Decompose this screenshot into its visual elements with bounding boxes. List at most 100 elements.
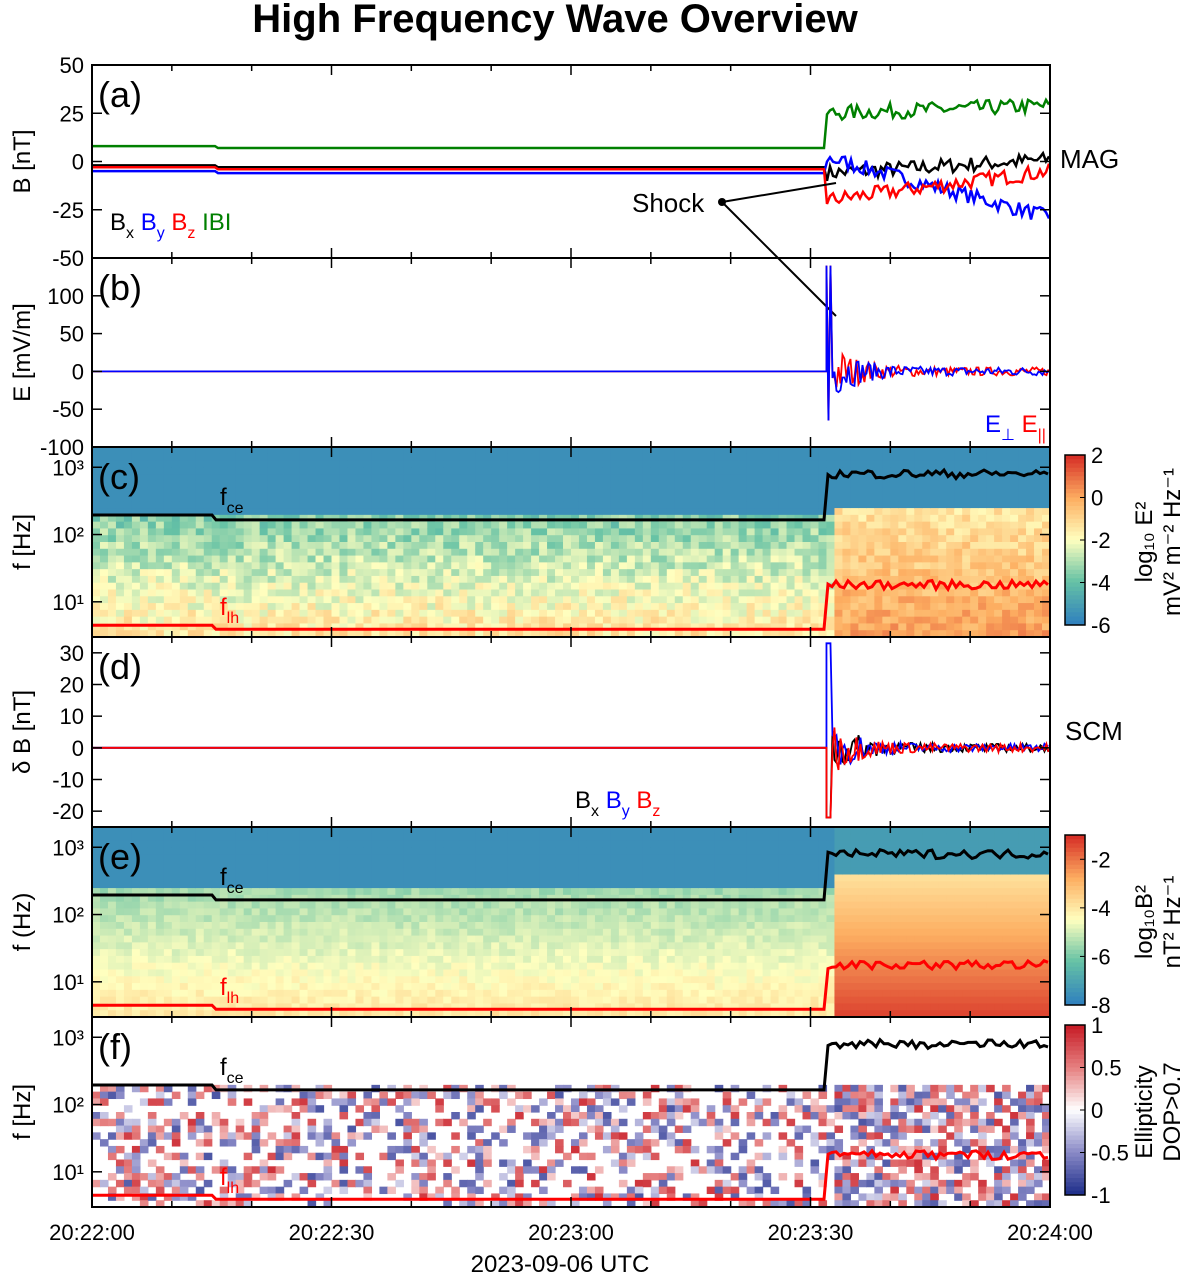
panel-d-frame [91,636,1051,828]
panel-label: (a) [98,74,142,115]
line-f_ce [92,847,1049,902]
colorbar-tick: -2 [1091,847,1111,872]
y-tick-label: 30 [60,641,84,666]
y-tick-label: 10¹ [52,1160,84,1185]
y-tick-label: 0 [72,736,84,761]
y-tick-label: 10¹ [52,970,84,995]
label-f_ce: fce [220,1054,244,1087]
colorbar-tick: 2 [1091,443,1103,468]
y-tick-label: -10 [52,768,84,793]
y-tick-label: 50 [60,53,84,78]
panel-label: (d) [98,646,142,687]
panel-b-frame [91,257,1051,448]
y-tick-label: -50 [52,246,84,271]
series-trace [92,265,1049,421]
y-tick-label: 25 [60,101,84,126]
panel-c-spectrogram [92,447,1051,638]
series-trace [92,265,1050,421]
series-By [92,154,1051,220]
colorbar-unit: DOP>0.7 [1159,1062,1186,1161]
y-axis-label: f (Hz) [9,893,36,952]
panel-label: (b) [98,267,142,308]
y-tick-label: 10² [52,523,84,548]
y-tick-label: 100 [47,284,84,309]
y-axis-label: B [nT] [9,129,36,193]
y-tick-label: 10² [52,903,84,928]
colorbar-tick: 1 [1091,1013,1103,1038]
x-axis-label: 2023-09-06 UTC [471,1251,650,1278]
y-tick-label: -100 [40,435,84,460]
colorbar-tick: -6 [1091,944,1111,969]
colorbar-unit: nT² Hz⁻¹ [1159,876,1186,969]
panel-d-legend: Bx By Bz [575,787,660,820]
panel-f-ellipticity [92,1084,1051,1208]
colorbar-tick: 0 [1091,1098,1103,1123]
colorbar-tick: 0.5 [1091,1056,1122,1081]
colorbar-label: log₁₀B² [1131,885,1158,959]
colorbar-tick: -6 [1091,613,1111,638]
panel-label: (c) [98,456,140,497]
line-f_ce [92,467,1049,522]
y-tick-label: 10 [60,704,84,729]
series-trace [92,642,1049,766]
line-f_lh [92,958,1049,1011]
label-f_ce: fce [220,864,244,897]
y-axis-label: δ B [nT] [9,690,36,774]
colorbar-tick: 0 [1091,486,1103,511]
y-axis-label: E [mV/m] [9,303,36,402]
y-tick-label: 50 [60,322,84,347]
y-tick-label: 10¹ [52,590,84,615]
y-tick-label: 10³ [52,835,84,860]
line-f_lh [92,577,1049,631]
colorbar-unit: mV² m⁻² Hz⁻¹ [1159,468,1186,616]
shock-annotation: Shock [632,188,705,218]
series-|B| [92,97,1051,150]
colorbar-tick: -1 [1091,1183,1111,1208]
panel-label: (e) [98,836,142,877]
label-f_ce: fce [220,484,244,517]
line-f_ce [92,1037,1049,1092]
y-tick-label: 10³ [52,1025,84,1050]
y-axis-label: f [Hz] [9,514,36,570]
panel-d-series [92,642,1050,819]
colorbar-tick: -8 [1091,993,1111,1018]
panel-e-spectrogram [92,827,1051,1018]
panel-c-colorbar: 2 0 -2 -4 -6 log₁₀ E² mV² m⁻² Hz⁻¹ [1064,443,1186,638]
panel-a-frame [91,64,1051,259]
series-trace [92,727,1050,819]
colorbar-tick: -2 [1091,528,1111,553]
label-f_lh: flh [220,594,239,627]
x-tick-label: 20:23:00 [528,1220,614,1245]
label-f_lh: flh [220,1164,239,1197]
panel-b-series [92,265,1050,421]
colorbar-label: log₁₀ E² [1131,502,1158,583]
label-f_lh: flh [220,974,239,1007]
x-tick-label: 20:22:30 [289,1220,375,1245]
panel-a-legend: Bx By Bz IBI [110,209,231,242]
panel-f-colorbar: 1 0.5 0 -0.5 -1 Ellipticity DOP>0.7 [1064,1013,1186,1208]
line-f_lh [92,1148,1049,1201]
panel-b-legend: E⊥ E|| [985,411,1046,444]
y-tick-label: -50 [52,397,84,422]
instrument-label-mag: MAG [1060,144,1119,174]
y-tick-label: 0 [72,150,84,175]
panel-f-lines: fce flh [92,1037,1049,1201]
chart-title: High Frequency Wave Overview [252,0,858,41]
panel-c-lines: fce flh [92,467,1049,631]
series-Bz [92,163,1051,205]
colorbar-label: Ellipticity [1131,1065,1158,1158]
y-axis-label: f [Hz] [9,1084,36,1140]
x-tick-label: 20:22:00 [49,1220,135,1245]
y-tick-label: 10² [52,1093,84,1118]
y-tick-label: -25 [52,198,84,223]
panel-label: (f) [98,1026,132,1067]
series-Bx [92,150,1051,182]
panel-e-colorbar: -2 -4 -6 -8 log₁₀B² nT² Hz⁻¹ [1064,834,1186,1018]
panel-a-series [92,97,1051,317]
y-tick-label: -20 [52,799,84,824]
instrument-label-scm: SCM [1065,716,1123,746]
y-tick-label: 0 [72,359,84,384]
x-tick-label: 20:23:30 [768,1220,854,1245]
